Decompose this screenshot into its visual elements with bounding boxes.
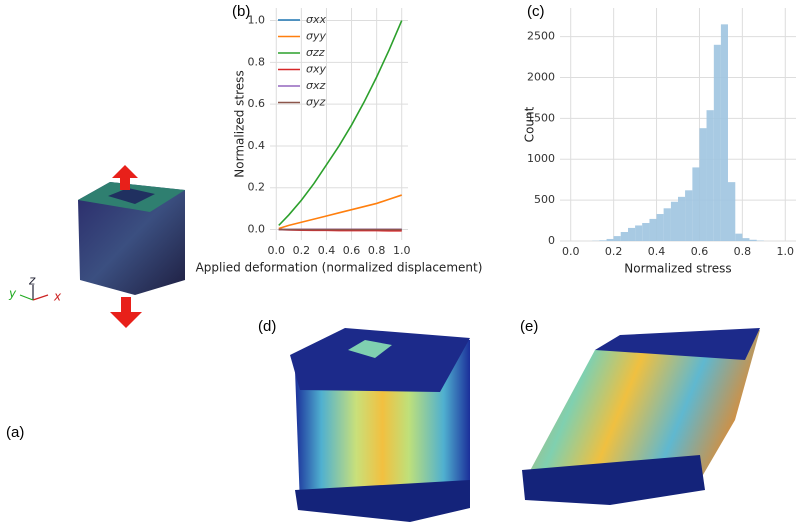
hist-bar [670, 201, 678, 241]
hist-bar [635, 225, 643, 241]
y-axis-label: Count [523, 106, 537, 142]
hist-bar [642, 223, 650, 241]
y-tick-label: 2500 [527, 30, 555, 43]
y-tick-label: 0.0 [248, 223, 266, 236]
x-axis-label: Applied deformation (normalized displace… [196, 261, 483, 275]
hist-bar [699, 128, 707, 241]
axis-label: x [53, 290, 62, 304]
panel-label: (e) [520, 318, 538, 335]
x-tick-label: 0.4 [318, 244, 336, 257]
y-tick-label: 0.4 [248, 139, 266, 152]
hist-bar [692, 167, 700, 241]
hist-bar [720, 24, 728, 242]
hist-bar [649, 218, 657, 241]
hist-bar [613, 236, 621, 241]
stress-render-d [290, 328, 470, 522]
y-tick-label: 0.2 [248, 181, 266, 194]
hist-bar [727, 182, 736, 241]
x-tick-label: 0.2 [293, 244, 311, 257]
x-axis-label: Normalized stress [624, 262, 731, 276]
hist-bar [713, 44, 721, 241]
y-tick-label: 0.8 [248, 55, 266, 68]
x-tick-label: 0.8 [734, 245, 752, 258]
stress-render-e [522, 328, 760, 505]
x-tick-label: 0.6 [343, 244, 361, 257]
legend-label: σxy [306, 63, 326, 76]
series-line [278, 20, 403, 226]
series-line [278, 194, 402, 230]
hist-bar [685, 190, 693, 241]
hist-bar [678, 196, 686, 241]
panel-label: (a) [6, 424, 24, 441]
hist-bar [663, 208, 671, 241]
x-tick-label: 1.0 [777, 245, 795, 258]
y-tick-label: 1.0 [248, 14, 266, 27]
axis-label: z [28, 274, 36, 288]
y-tick-label: 0 [548, 234, 555, 247]
hist-bar [749, 239, 757, 241]
x-tick-label: 1.0 [393, 244, 411, 257]
x-tick-label: 0.6 [691, 245, 709, 258]
y-tick-label: 1500 [527, 111, 555, 124]
legend-label: σzz [306, 46, 325, 59]
hist-bar [735, 233, 743, 241]
y-tick-label: 0.6 [248, 97, 266, 110]
x-tick-label: 0.8 [368, 244, 386, 257]
y-tick-label: 1000 [527, 152, 555, 165]
hist-bar [742, 238, 750, 241]
axis-triad [19, 285, 49, 301]
legend-label: σxx [306, 13, 326, 26]
plot-area [270, 8, 408, 240]
hist-bar [606, 238, 614, 241]
legend-label: σyz [306, 96, 325, 109]
hist-bar [628, 227, 636, 241]
panel-label: (d) [258, 318, 276, 335]
axis-label: y [8, 287, 17, 301]
y-tick-label: 500 [534, 193, 555, 206]
hist-bar [706, 110, 714, 241]
x-tick-label: 0.0 [562, 245, 580, 258]
hist-bar [656, 214, 664, 241]
y-tick-label: 2000 [527, 70, 555, 83]
legend-label: σxz [306, 79, 325, 92]
x-tick-label: 0.0 [268, 244, 286, 257]
panel-label: (b) [232, 3, 250, 20]
legend-label: σyy [306, 30, 326, 43]
hist-bar [620, 232, 629, 241]
x-tick-label: 0.4 [648, 245, 666, 258]
x-tick-label: 0.2 [605, 245, 623, 258]
mesh-render [78, 165, 185, 328]
y-axis-label: Normalized stress [233, 70, 247, 177]
panel-label: (c) [527, 3, 545, 20]
hist-bar [599, 240, 607, 241]
